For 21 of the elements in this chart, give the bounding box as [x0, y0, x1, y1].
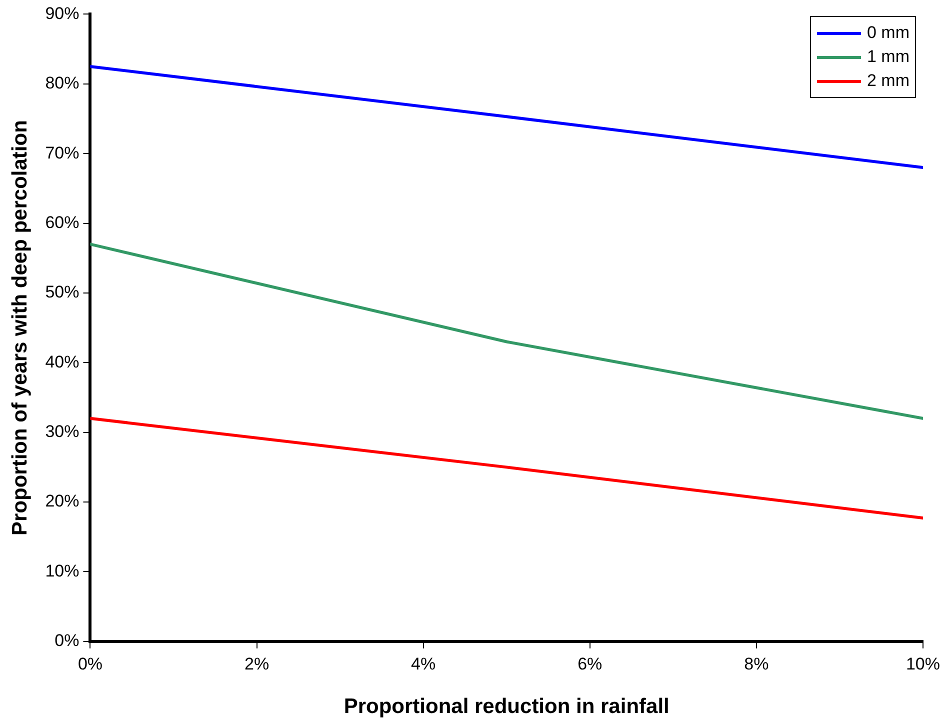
y-tick-label: 80% [45, 74, 80, 93]
y-tick-label: 70% [45, 143, 80, 162]
y-tick-label: 60% [45, 212, 80, 232]
x-tick-label: 8% [744, 654, 769, 674]
y-tick-label: 10% [45, 561, 80, 580]
x-tick-label: 2% [244, 654, 270, 674]
y-tick-label: 40% [45, 352, 80, 372]
legend-label: 1 mm [866, 47, 910, 68]
y-tick-label: 50% [45, 282, 80, 302]
x-tick-label: 6% [578, 654, 602, 674]
x-tick-label: 10% [906, 654, 940, 674]
y-tick-label: 0% [54, 631, 80, 650]
y-tick-label: 20% [45, 492, 80, 511]
y-tick-label: 30% [45, 422, 80, 442]
x-tick-label: 0% [78, 654, 103, 674]
x-axis-title: Proportional reduction in rainfall [344, 695, 670, 718]
x-tick-label: 4% [411, 654, 436, 674]
legend-label: 2 mm [866, 71, 910, 92]
y-tick-label: 90% [45, 4, 80, 23]
legend-label: 0 mm [866, 23, 910, 44]
y-axis-title: Proportion of years with deep percolation [8, 120, 32, 536]
